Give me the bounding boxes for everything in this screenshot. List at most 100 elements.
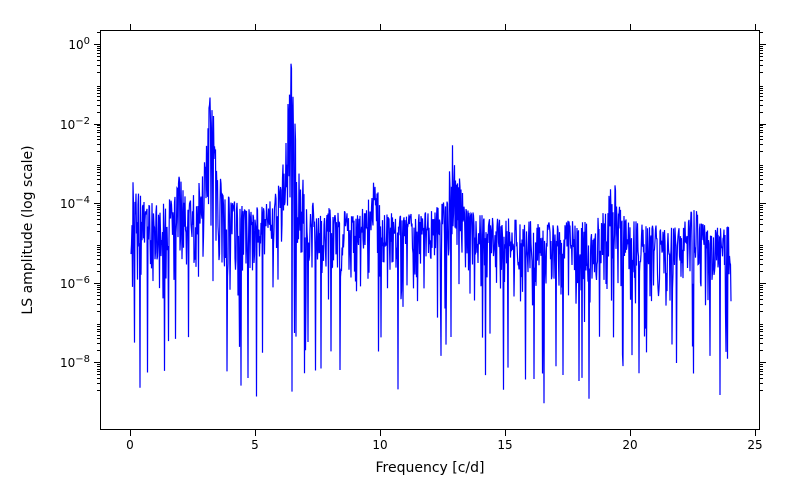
y-minor-tick <box>760 383 763 384</box>
y-minor-tick <box>97 331 100 332</box>
y-minor-tick <box>760 247 763 248</box>
y-minor-tick <box>97 130 100 131</box>
y-minor-tick <box>97 207 100 208</box>
y-minor-tick <box>97 289 100 290</box>
y-minor-tick <box>760 90 763 91</box>
figure: LS amplitude (log scale) Frequency [c/d]… <box>0 0 800 500</box>
y-minor-tick <box>97 144 100 145</box>
y-minor-tick <box>97 311 100 312</box>
y-minor-tick <box>760 390 763 391</box>
y-minor-tick <box>760 53 763 54</box>
x-tick-mark <box>630 24 631 30</box>
y-minor-tick <box>760 335 763 336</box>
y-minor-tick <box>760 369 763 370</box>
y-minor-tick <box>760 144 763 145</box>
y-minor-tick <box>97 215 100 216</box>
y-minor-tick <box>760 209 763 210</box>
y-minor-tick <box>760 56 763 57</box>
y-minor-tick <box>97 205 100 206</box>
y-minor-tick <box>97 179 100 180</box>
x-tick-mark <box>255 24 256 30</box>
y-minor-tick <box>97 132 100 133</box>
y-minor-tick <box>760 125 763 126</box>
y-minor-tick <box>97 167 100 168</box>
x-tick-label: 20 <box>622 438 637 452</box>
x-tick-label: 10 <box>372 438 387 452</box>
periodogram-line <box>131 64 731 404</box>
y-minor-tick <box>97 96 100 97</box>
y-tick-label: 10−6 <box>60 275 90 291</box>
x-tick-mark <box>755 24 756 30</box>
y-minor-tick <box>97 299 100 300</box>
y-minor-tick <box>97 329 100 330</box>
y-minor-tick <box>97 175 100 176</box>
y-minor-tick <box>97 285 100 286</box>
y-minor-tick <box>760 338 763 339</box>
x-tick-mark <box>380 430 381 436</box>
y-minor-tick <box>760 86 763 87</box>
y-minor-tick <box>760 112 763 113</box>
y-minor-tick <box>760 205 763 206</box>
y-minor-tick <box>760 326 763 327</box>
y-minor-tick <box>97 292 100 293</box>
y-minor-tick <box>97 224 100 225</box>
y-minor-tick <box>97 326 100 327</box>
y-minor-tick <box>760 179 763 180</box>
y-minor-tick <box>97 90 100 91</box>
y-minor-tick <box>97 390 100 391</box>
x-tick-mark <box>630 430 631 436</box>
y-axis-label: LS amplitude (log scale) <box>20 145 36 314</box>
y-minor-tick <box>760 249 763 250</box>
y-minor-tick <box>760 304 763 305</box>
y-minor-tick <box>760 207 763 208</box>
y-minor-tick <box>760 127 763 128</box>
y-minor-tick <box>97 56 100 57</box>
y-minor-tick <box>97 350 100 351</box>
y-minor-tick <box>760 285 763 286</box>
y-minor-tick <box>97 231 100 232</box>
y-minor-tick <box>97 247 100 248</box>
y-minor-tick <box>97 338 100 339</box>
x-tick-label: 15 <box>497 438 512 452</box>
y-minor-tick <box>97 32 100 33</box>
y-minor-tick <box>97 172 100 173</box>
y-minor-tick <box>97 169 100 170</box>
y-minor-tick <box>97 212 100 213</box>
x-tick-label: 5 <box>251 438 259 452</box>
periodogram-svg <box>101 31 761 431</box>
y-minor-tick <box>97 139 100 140</box>
y-minor-tick <box>760 130 763 131</box>
y-minor-tick <box>97 364 100 365</box>
y-minor-tick <box>97 383 100 384</box>
y-minor-tick <box>760 88 763 89</box>
y-minor-tick <box>760 331 763 332</box>
x-tick-mark <box>130 24 131 30</box>
y-minor-tick <box>97 93 100 94</box>
y-minor-tick <box>760 378 763 379</box>
y-minor-tick <box>97 88 100 89</box>
x-tick-mark <box>130 430 131 436</box>
y-tick-label: 10−4 <box>60 195 90 211</box>
y-minor-tick <box>760 32 763 33</box>
x-tick-mark <box>505 24 506 30</box>
y-minor-tick <box>97 245 100 246</box>
y-minor-tick <box>760 60 763 61</box>
y-minor-tick <box>97 264 100 265</box>
y-minor-tick <box>97 136 100 137</box>
y-minor-tick <box>760 139 763 140</box>
y-minor-tick <box>97 65 100 66</box>
y-minor-tick <box>760 289 763 290</box>
y-minor-tick <box>760 374 763 375</box>
y-minor-tick <box>97 295 100 296</box>
y-minor-tick <box>760 167 763 168</box>
y-minor-tick <box>760 165 763 166</box>
y-minor-tick <box>760 100 763 101</box>
x-tick-label: 0 <box>126 438 134 452</box>
y-minor-tick <box>760 329 763 330</box>
y-minor-tick <box>97 324 100 325</box>
y-minor-tick <box>760 287 763 288</box>
y-minor-tick <box>760 231 763 232</box>
y-minor-tick <box>760 271 763 272</box>
y-minor-tick <box>97 50 100 51</box>
y-minor-tick <box>760 175 763 176</box>
